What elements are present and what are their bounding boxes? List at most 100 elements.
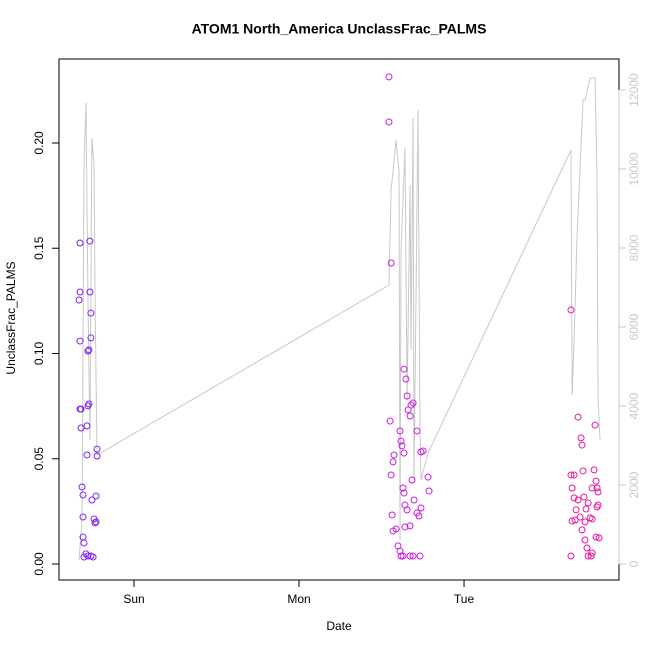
- point: [84, 402, 92, 410]
- point: [79, 491, 87, 499]
- point: [78, 483, 86, 491]
- point: [385, 118, 393, 126]
- point: [570, 494, 578, 502]
- point: [406, 522, 414, 530]
- point: [570, 471, 578, 479]
- point: [84, 552, 92, 560]
- y-tick-label: 0.05: [32, 447, 46, 471]
- point: [387, 471, 395, 479]
- point: [574, 496, 582, 504]
- point: [385, 73, 393, 81]
- x-tick-label: Sun: [123, 592, 144, 606]
- point: [594, 501, 602, 509]
- point: [387, 259, 395, 267]
- point: [583, 544, 591, 552]
- point: [592, 533, 600, 541]
- point: [399, 552, 407, 560]
- point: [581, 518, 589, 526]
- point: [584, 499, 592, 507]
- point: [406, 552, 414, 560]
- point: [93, 445, 101, 453]
- point: [402, 375, 410, 383]
- point: [85, 346, 93, 354]
- point: [571, 516, 579, 524]
- y-tick-label: 0.10: [32, 341, 46, 365]
- point: [567, 471, 575, 479]
- y2-tick-label: 8000: [627, 234, 641, 261]
- y-axis-title: UnclassFrac_PALMS: [4, 261, 18, 374]
- point: [419, 447, 427, 455]
- point: [83, 422, 91, 430]
- altitude-line: [78, 77, 601, 561]
- point: [79, 513, 87, 521]
- point: [582, 505, 590, 513]
- point: [392, 525, 400, 533]
- point: [403, 506, 411, 514]
- point: [578, 526, 586, 534]
- y2-tick-label: 6000: [627, 313, 641, 340]
- point: [399, 484, 407, 492]
- point: [574, 413, 582, 421]
- point: [87, 552, 95, 560]
- point: [401, 523, 409, 531]
- point: [408, 476, 416, 484]
- x-tick-label: Tue: [454, 592, 475, 606]
- point: [396, 427, 404, 435]
- y2-tick-label: 2000: [627, 471, 641, 498]
- point: [388, 511, 396, 519]
- y2-tick-label: 4000: [627, 392, 641, 419]
- point: [578, 441, 586, 449]
- point: [413, 427, 421, 435]
- point: [572, 506, 580, 514]
- point: [92, 492, 100, 500]
- point: [83, 451, 91, 459]
- point: [87, 334, 95, 342]
- y2-tick-label: 12000: [627, 73, 641, 107]
- chart-title: ATOM1 North_America UnclassFrac_PALMS: [192, 21, 487, 37]
- x-tick-label: Mon: [287, 592, 310, 606]
- point: [568, 517, 576, 525]
- point: [80, 539, 88, 547]
- point: [400, 489, 408, 497]
- point: [417, 504, 425, 512]
- point: [390, 451, 398, 459]
- x-axis-title: Date: [326, 619, 352, 633]
- point: [416, 552, 424, 560]
- point: [397, 437, 405, 445]
- point: [595, 534, 603, 542]
- point: [397, 552, 405, 560]
- point: [568, 484, 576, 492]
- point: [567, 306, 575, 314]
- point: [577, 434, 585, 442]
- point: [76, 239, 84, 247]
- point: [77, 424, 85, 432]
- point: [576, 513, 584, 521]
- point: [593, 484, 601, 492]
- point: [77, 405, 85, 413]
- point: [581, 536, 589, 544]
- point: [579, 467, 587, 475]
- point: [386, 417, 394, 425]
- point: [590, 466, 598, 474]
- point: [567, 552, 575, 560]
- point: [591, 421, 599, 429]
- point: [92, 518, 100, 526]
- y2-tick-label: 10000: [627, 152, 641, 186]
- point: [75, 296, 83, 304]
- point: [86, 288, 94, 296]
- point: [409, 552, 417, 560]
- point: [389, 458, 397, 466]
- point: [587, 552, 595, 560]
- point: [400, 365, 408, 373]
- point: [415, 512, 423, 520]
- point: [588, 549, 596, 557]
- point: [403, 392, 411, 400]
- point: [424, 473, 432, 481]
- point: [588, 484, 596, 492]
- point: [410, 496, 418, 504]
- point: [84, 347, 92, 355]
- point: [592, 477, 600, 485]
